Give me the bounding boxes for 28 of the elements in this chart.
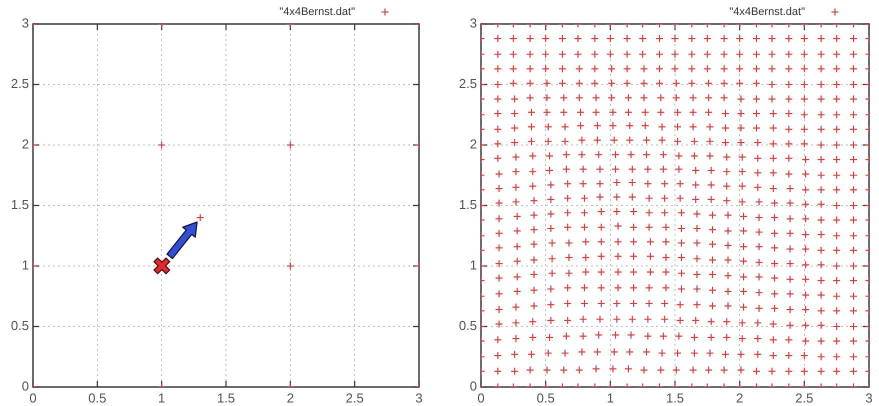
y-tick-label: 2.5: [10, 76, 29, 92]
y-tick-label: 0.5: [10, 318, 29, 334]
x-tick-label: 3: [415, 390, 423, 406]
x-tick-label: 1: [158, 390, 166, 406]
series-label: "4x4Bernst.dat": [279, 6, 356, 18]
x-tick-label: 3: [865, 390, 873, 406]
y-tick-label: 2: [22, 136, 29, 152]
y-tick-label: 0.5: [458, 318, 477, 334]
y-tick-label: 1: [470, 258, 477, 273]
y-tick-label: 0: [22, 378, 29, 394]
y-tick-label: 1.5: [10, 197, 29, 212]
y-tick-label: 3: [470, 16, 477, 31]
y-tick-label: 2: [470, 136, 477, 152]
text: "4x4Bernst.dat": [729, 6, 806, 18]
y-tick-label: 3: [22, 16, 29, 31]
y-tick-label: 1: [22, 258, 29, 273]
x-tick-label: 0.5: [88, 390, 106, 406]
x-tick-label: 2: [736, 390, 744, 406]
y-tick-label: 1.5: [458, 197, 477, 212]
x-tick-label: 1: [606, 390, 614, 406]
x-tick-label: 2.5: [346, 390, 364, 406]
x-tick-label: 1.5: [216, 390, 236, 406]
x-tick-label: 2.5: [795, 390, 814, 406]
x-tick-label: 1.5: [666, 390, 684, 406]
y-tick-label: 2.5: [458, 76, 477, 92]
x-tick-label: 2: [286, 390, 294, 406]
x-tick-label: 0.5: [536, 390, 555, 406]
y-tick-label: 0: [470, 378, 477, 394]
